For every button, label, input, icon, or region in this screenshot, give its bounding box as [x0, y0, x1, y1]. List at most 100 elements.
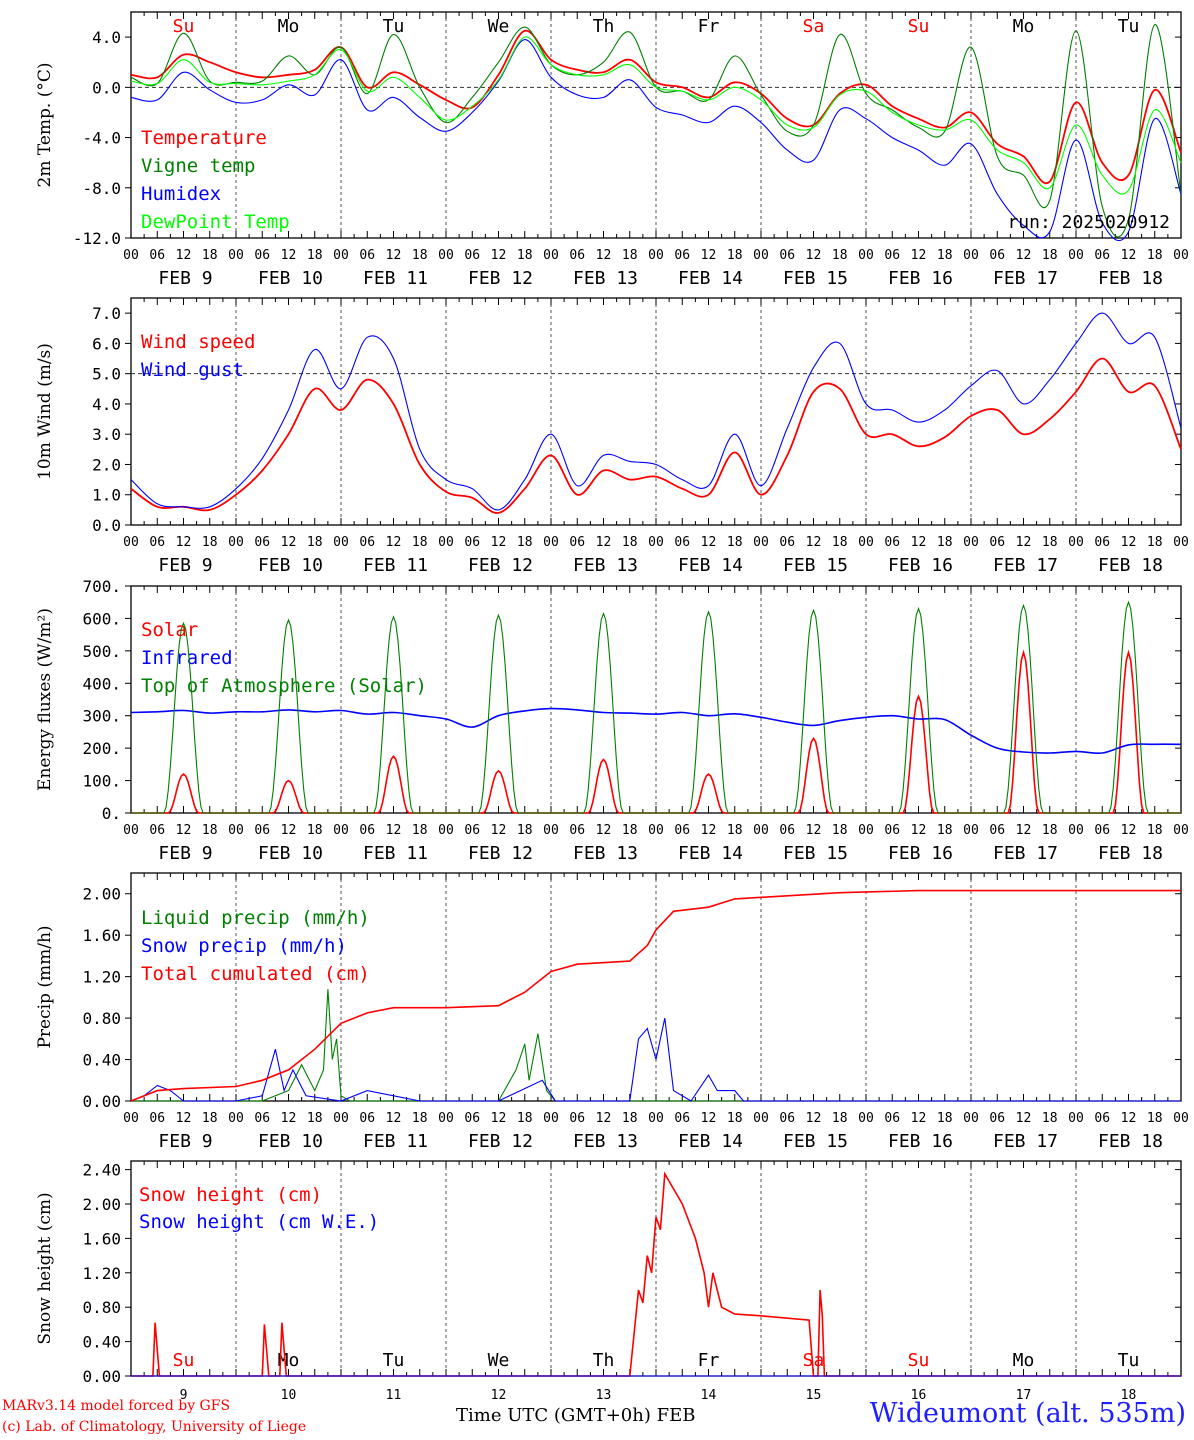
y-tick-label: 600. — [82, 609, 121, 628]
hour-tick-label: 00 — [1068, 535, 1084, 550]
panel-2: 7.0 6.0 5.0 4.0 3.0 2.0 1.0 0.0 10m Wind (m/s) 00… — [35, 297, 1189, 576]
hour-tick-label: 12 — [176, 823, 192, 838]
hour-tick-label: 06 — [464, 248, 480, 263]
day-number: 11 — [386, 1388, 402, 1403]
hour-tick-label: 06 — [569, 823, 585, 838]
hour-tick-label: 12 — [176, 535, 192, 550]
hour-tick-label: 00 — [963, 535, 979, 550]
hour-tick-label: 18 — [1042, 535, 1058, 550]
hour-tick-label: 06 — [1094, 823, 1110, 838]
hour-tick-label: 06 — [149, 535, 165, 550]
date-label: FEB 15 — [783, 1131, 848, 1152]
date-label: FEB 14 — [678, 843, 743, 864]
x-axis-title: Time UTC (GMT+0h) FEB — [456, 1405, 695, 1426]
hour-tick-label: 06 — [779, 535, 795, 550]
hour-tick-label: 06 — [359, 248, 375, 263]
hour-tick-label: 00 — [1173, 248, 1189, 263]
day-number: 13 — [596, 1388, 612, 1403]
hour-tick-label: 18 — [202, 1111, 218, 1126]
day-number: 15 — [806, 1388, 822, 1403]
hour-tick-label: 06 — [569, 535, 585, 550]
date-label: FEB 13 — [573, 555, 638, 576]
series-line — [131, 989, 1181, 1102]
hour-tick-label: 18 — [307, 535, 323, 550]
legend-entry: Liquid precip (mm/h) — [141, 907, 370, 929]
hour-tick-label: 12 — [806, 823, 822, 838]
hour-tick-label: 12 — [596, 535, 612, 550]
day-number: 16 — [911, 1388, 927, 1403]
hour-tick-label: 00 — [963, 248, 979, 263]
hour-tick-label: 12 — [701, 1111, 717, 1126]
hour-tick-label: 18 — [412, 1111, 428, 1126]
series-line — [130, 889, 1181, 1102]
hour-tick-label: 12 — [491, 1111, 507, 1126]
weekday-label: We — [488, 16, 510, 37]
hour-tick-label: 00 — [438, 535, 454, 550]
hour-tick-label: 12 — [806, 535, 822, 550]
hour-tick-label: 18 — [307, 1111, 323, 1126]
legend-entry: Humidex — [141, 183, 221, 205]
date-label: FEB 9 — [158, 1131, 212, 1152]
date-label: FEB 11 — [363, 843, 428, 864]
y-tick-label: 400. — [82, 674, 121, 693]
series-line — [130, 29, 1182, 185]
hour-tick-label: 12 — [1121, 1111, 1137, 1126]
y-tick-label: -4.0 — [82, 129, 121, 148]
hour-tick-label: 00 — [753, 248, 769, 263]
hour-tick-label: 06 — [464, 1111, 480, 1126]
hour-tick-label: 12 — [386, 1111, 402, 1126]
date-label: FEB 18 — [1098, 268, 1163, 289]
y-tick-label: 0.00 — [82, 1367, 121, 1386]
date-label: FEB 13 — [573, 1131, 638, 1152]
date-label: FEB 11 — [363, 1131, 428, 1152]
legend-entry: Temperature — [141, 127, 267, 149]
legend-entry: Wind gust — [141, 359, 244, 381]
y-tick-label: 4.0 — [92, 28, 121, 47]
hour-tick-label: 00 — [858, 535, 874, 550]
date-label: FEB 17 — [993, 555, 1058, 576]
weekday-label: Fr — [698, 16, 720, 37]
hour-tick-label: 06 — [779, 823, 795, 838]
panel-5: 2.40 2.00 1.60 1.20 0.80 0.40 0.00 Snow height … — [35, 1160, 1182, 1403]
series-line — [130, 707, 1182, 755]
hour-tick-label: 00 — [1173, 823, 1189, 838]
weekday-label: Tu — [383, 1350, 405, 1371]
hour-tick-label: 00 — [858, 1111, 874, 1126]
date-label: FEB 9 — [158, 555, 212, 576]
hour-tick-label: 18 — [832, 1111, 848, 1126]
weekday-label: Mo — [1013, 16, 1035, 37]
y-tick-label: 1.20 — [82, 1264, 121, 1283]
hour-tick-label: 12 — [281, 1111, 297, 1126]
date-label: FEB 17 — [993, 268, 1058, 289]
x-axis-label: Time UTC (GMT+0h) — [456, 1405, 651, 1426]
hour-tick-label: 12 — [386, 248, 402, 263]
hour-tick-label: 06 — [674, 823, 690, 838]
hour-tick-label: 00 — [333, 248, 349, 263]
hour-tick-label: 00 — [228, 1111, 244, 1126]
date-label: FEB 17 — [993, 843, 1058, 864]
date-label: FEB 14 — [678, 1131, 743, 1152]
hour-tick-label: 18 — [412, 535, 428, 550]
legend-entry: Vigne temp — [141, 155, 255, 177]
date-label: FEB 11 — [363, 268, 428, 289]
date-label: FEB 15 — [783, 555, 848, 576]
y-tick-label: 7.0 — [92, 304, 121, 323]
hour-tick-label: 00 — [438, 823, 454, 838]
hour-tick-label: 18 — [1042, 823, 1058, 838]
legend-entry: Snow height (cm) — [139, 1184, 322, 1206]
hour-tick-label: 12 — [806, 248, 822, 263]
hour-tick-label: 00 — [1173, 535, 1189, 550]
legend-entry: Wind speed — [141, 331, 255, 353]
hour-tick-label: 18 — [727, 823, 743, 838]
run-label: run: 2025020912 — [1007, 212, 1170, 233]
hour-tick-label: 00 — [123, 1111, 139, 1126]
legend-entry: Infrared — [141, 647, 233, 669]
hour-tick-label: 12 — [701, 823, 717, 838]
date-label: FEB 9 — [158, 843, 212, 864]
weekday-label: We — [488, 1350, 510, 1371]
hour-tick-label: 18 — [517, 823, 533, 838]
y-tick-label: 3.0 — [92, 425, 121, 444]
month-label: FEB — [656, 1405, 696, 1426]
weekday-label: Su — [173, 16, 195, 37]
